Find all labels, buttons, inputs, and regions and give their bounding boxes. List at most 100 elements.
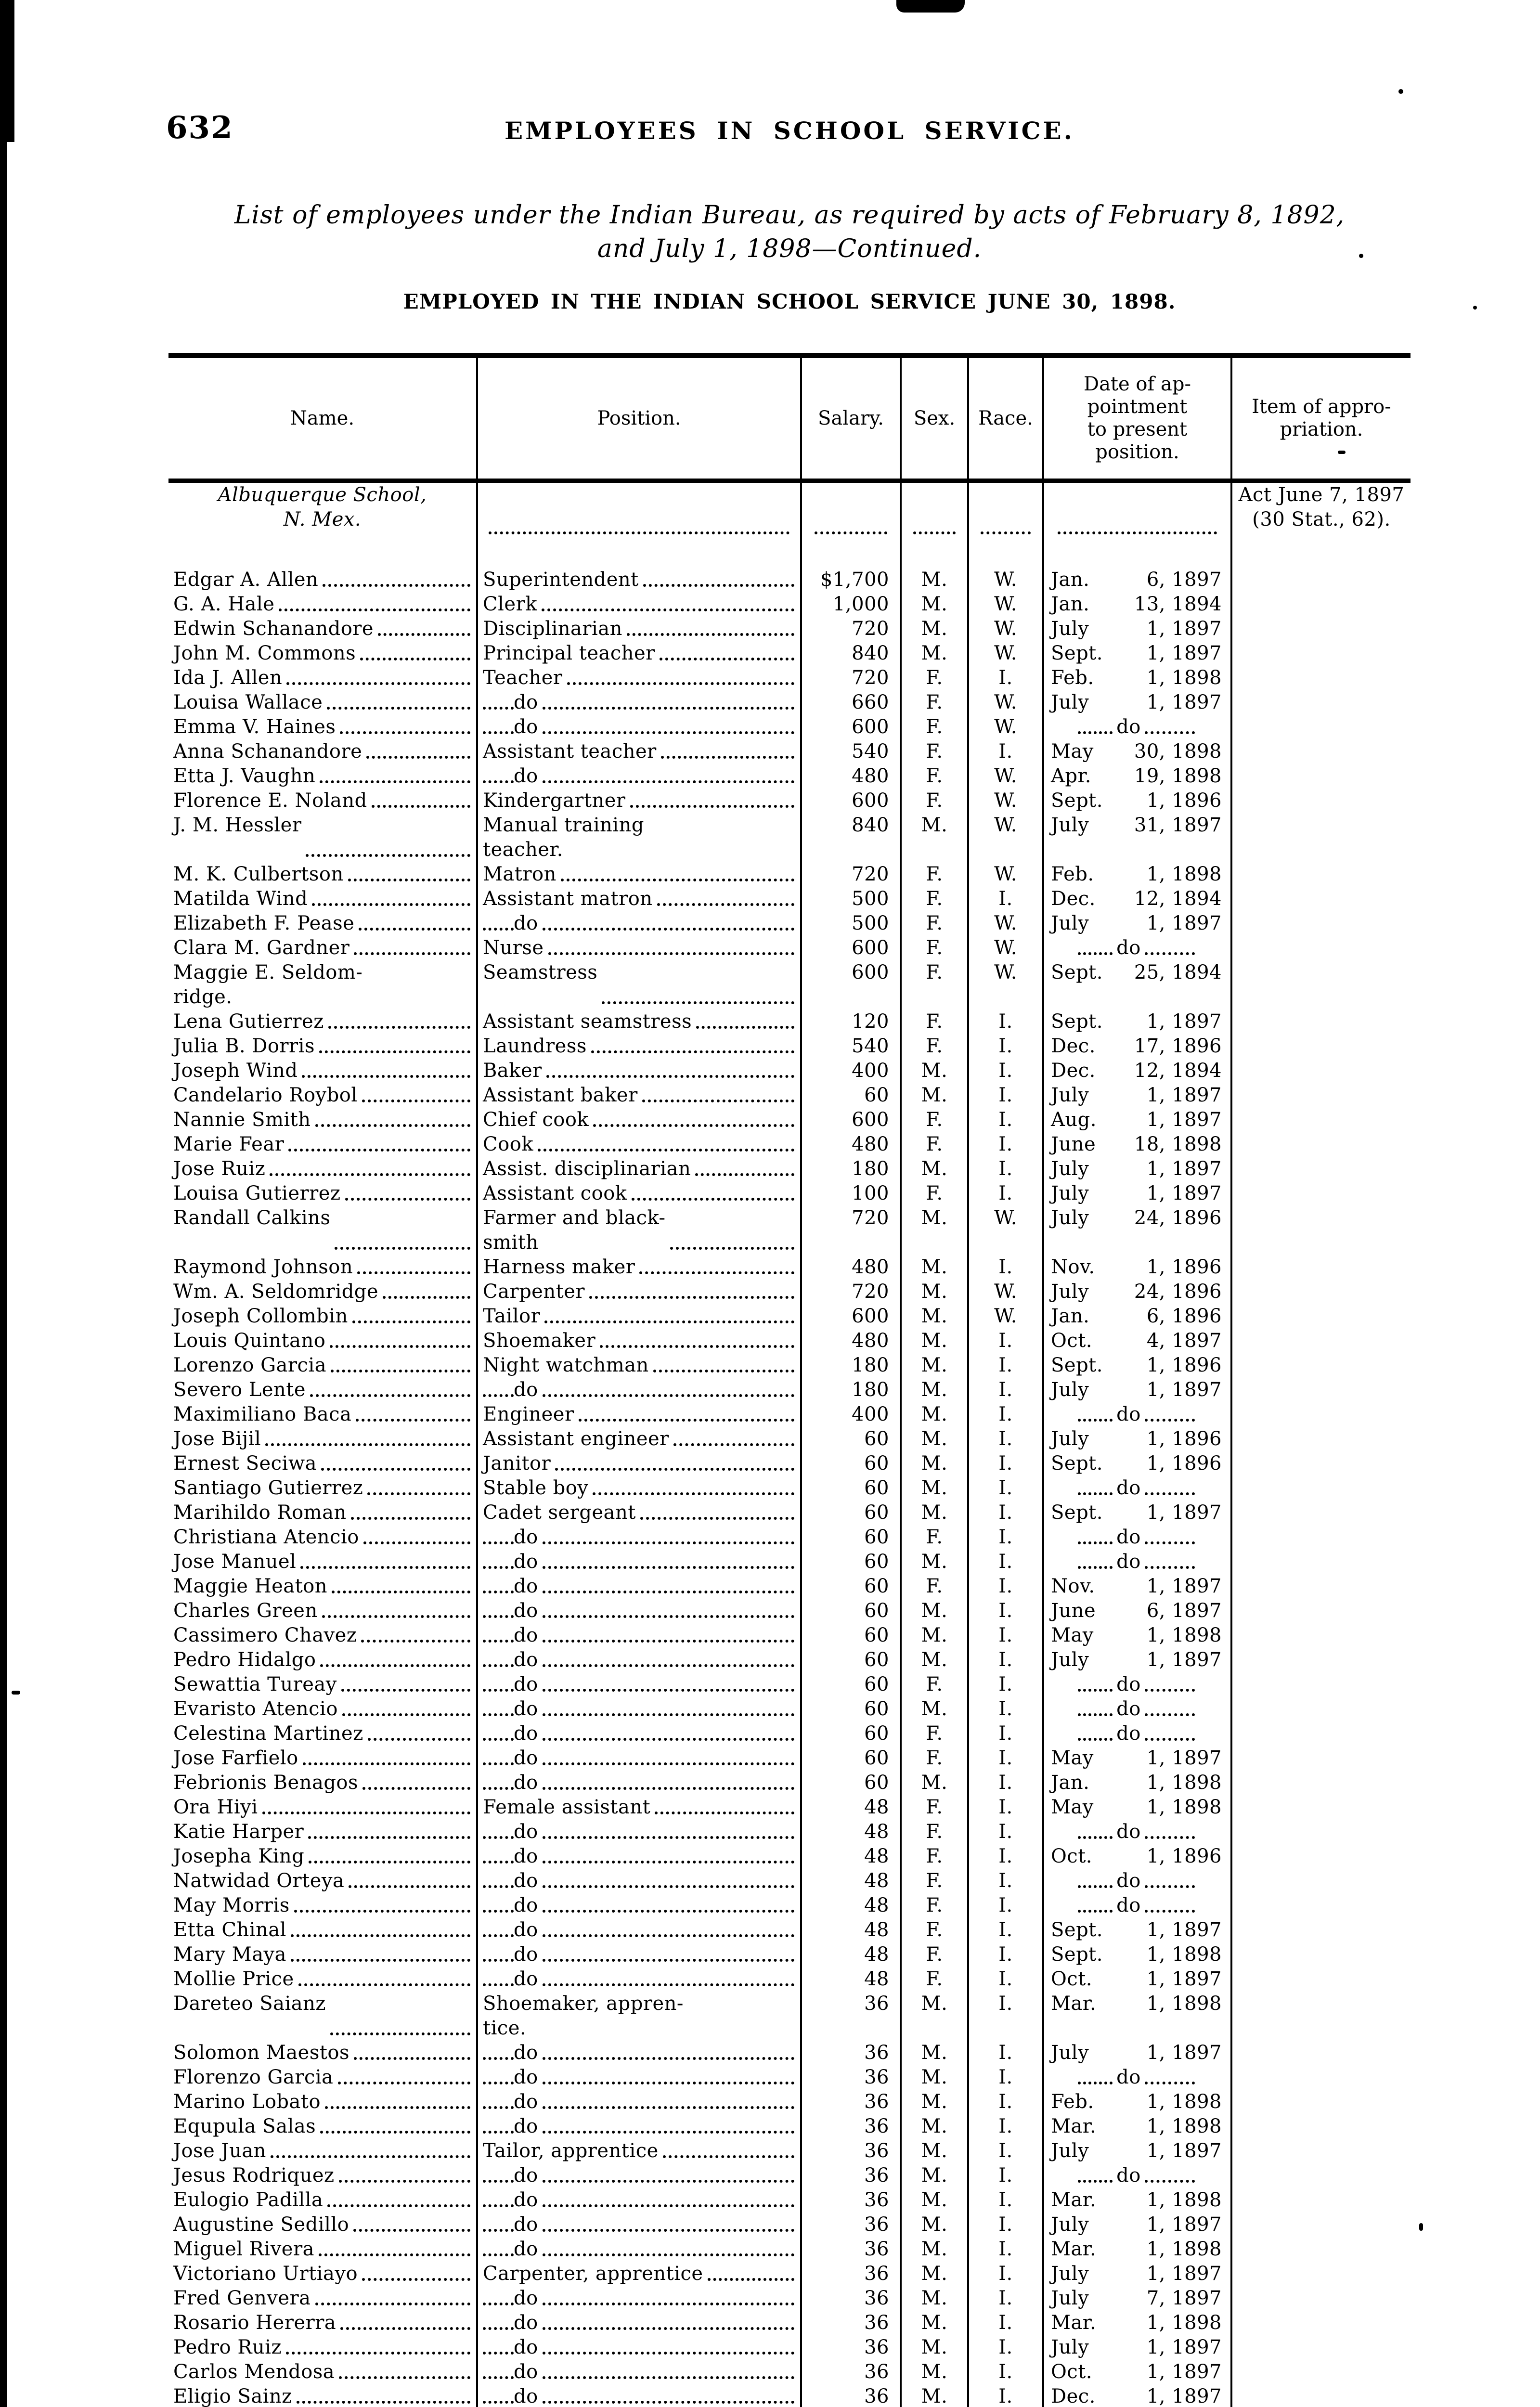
cell-date: July 1, 1897: [1044, 911, 1232, 936]
cell-text: Matilda Wind: [173, 888, 308, 910]
cell-text: do: [1116, 1526, 1141, 1548]
cell-name: Jose Ruiz: [168, 1157, 478, 1181]
cell-text: do: [514, 1968, 538, 1990]
date-day-year: 1, 1898: [1146, 1624, 1222, 1646]
dotted-leader: [340, 731, 470, 734]
cell-text: Eligio Sainz: [173, 2385, 292, 2407]
cell-sex: M.: [902, 2065, 969, 2090]
dotted-leader: [315, 2303, 470, 2305]
cell-salary: 600: [802, 936, 902, 960]
cell-appropriation: [1232, 1525, 1411, 1550]
cell-sex: M.: [902, 1623, 969, 1648]
cell-name: Charles Green: [168, 1599, 478, 1623]
cell-position: Assist. disciplinarian: [478, 1157, 802, 1181]
date-day-year: 1, 1897: [1146, 2385, 1222, 2407]
col-header-date: Date of ap- pointment to present positio…: [1044, 358, 1232, 479]
date-day-year: 1, 1897: [1146, 1501, 1222, 1524]
school-sex-blank: [902, 483, 969, 568]
cell-position: Harness maker: [478, 1255, 802, 1280]
dotted-leader: [357, 1271, 470, 1274]
cell-race: I.: [969, 1427, 1044, 1451]
cell-salary: 180: [802, 1157, 902, 1181]
cell-date: July 1, 1897: [1044, 690, 1232, 715]
cell-race: I.: [969, 1059, 1044, 1083]
dotted-leader: [567, 682, 794, 685]
cell-text: Emma V. Haines: [173, 716, 336, 738]
cell-race: I.: [969, 1550, 1044, 1574]
cell-salary: 400: [802, 1059, 902, 1083]
cell-position: Disciplinarian: [478, 617, 802, 641]
cell-salary: 480: [802, 1132, 902, 1157]
cell-text: do: [1116, 1551, 1141, 1573]
dotted-leader: [325, 2106, 470, 2109]
date-month: July: [1051, 1207, 1089, 1229]
cell-sex: M.: [902, 1378, 969, 1402]
cell-text: J. M. Hessler: [173, 814, 302, 836]
cell-sex: F.: [902, 911, 969, 936]
cell-date: do: [1044, 1672, 1232, 1697]
cell-race: I.: [969, 739, 1044, 764]
cell-sex: M.: [902, 2114, 969, 2139]
cell-sex: F.: [902, 1108, 969, 1132]
date-month: Sept.: [1051, 1010, 1103, 1033]
cell-appropriation: [1232, 2065, 1411, 2090]
dotted-leader: [350, 1517, 470, 1520]
cell-race: I.: [969, 2065, 1044, 2090]
cell-sex: M.: [902, 1059, 969, 1083]
cell-text: Assistant engineer: [483, 1428, 669, 1450]
dotted-segment: [483, 1615, 514, 1618]
cell-race: I.: [969, 1967, 1044, 1992]
cell-position: Farmer and black- smith: [478, 1206, 802, 1255]
cell-text: do: [514, 2189, 538, 2211]
cell-position: do: [478, 2188, 802, 2213]
cell-date: Sept. 1, 1896: [1044, 789, 1232, 813]
dotted-leader: [296, 2401, 470, 2404]
dotted-leader: [639, 1271, 794, 1274]
cell-date: Jan. 6, 1897: [1044, 568, 1232, 592]
dotted-leader: [659, 658, 794, 660]
dotted-leader: [291, 1959, 470, 1962]
cell-salary: 36: [802, 2213, 902, 2237]
cell-salary: 720: [802, 862, 902, 887]
cell-race: I.: [969, 1697, 1044, 1721]
cell-text: do: [514, 1526, 538, 1548]
date-month: Dec.: [1051, 1060, 1096, 1082]
dotted-segment: [1144, 731, 1195, 734]
date-day-year: 12, 1894: [1134, 888, 1222, 910]
cell-text: Marihildo Roman: [173, 1501, 347, 1524]
dotted-leader: [383, 1296, 470, 1299]
date-month: July: [1051, 2287, 1089, 2309]
dotted-leader: [1058, 531, 1217, 534]
dotted-leader: [542, 1910, 794, 1913]
cell-position: do: [478, 1918, 802, 1942]
cell-salary: 600: [802, 1304, 902, 1329]
cell-text: Pedro Ruiz: [173, 2336, 282, 2358]
cell-text: do: [514, 1894, 538, 1916]
cell-sex: M.: [902, 2311, 969, 2335]
dotted-segment: [1078, 2180, 1113, 2183]
cell-date: July 1, 1896: [1044, 1427, 1232, 1451]
dotted-leader: [643, 584, 794, 587]
cell-position: do: [478, 715, 802, 739]
dotted-segment: [483, 2180, 514, 2183]
cell-position: do: [478, 1623, 802, 1648]
date-day-year: 1, 1897: [1146, 1747, 1222, 1769]
cell-salary: 600: [802, 1108, 902, 1132]
cell-date: July 31, 1897: [1044, 813, 1232, 862]
cell-appropriation: [1232, 1034, 1411, 1059]
scan-speck: [1398, 89, 1403, 94]
cell-text: Jose Juan: [173, 2140, 266, 2162]
cell-text: do: [514, 1943, 538, 1966]
dotted-segment: [483, 2327, 514, 2330]
cell-text: Augustine Sedillo: [173, 2213, 349, 2236]
cell-text: Raymond Johnson: [173, 1256, 353, 1278]
dotted-leader: [707, 2278, 794, 2281]
dotted-leader: [362, 1787, 470, 1790]
cell-text: Mollie Price: [173, 1968, 294, 1990]
cell-text: Joseph Collombin: [173, 1305, 348, 1327]
cell-text: Santiago Gutierrez: [173, 1477, 363, 1499]
date-month: Sept.: [1051, 961, 1103, 984]
date-month: Dec.: [1051, 888, 1096, 910]
dotted-leader: [335, 1247, 470, 1250]
scan-artifact-top-blob: [896, 0, 965, 13]
